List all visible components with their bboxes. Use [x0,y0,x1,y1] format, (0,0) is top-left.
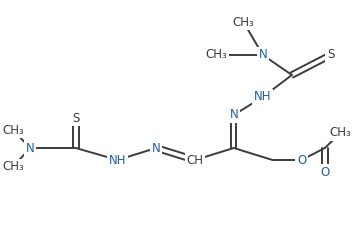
Text: CH₃: CH₃ [233,15,254,28]
Text: S: S [72,112,80,125]
Text: CH₃: CH₃ [206,49,227,61]
Text: S: S [327,49,334,61]
Text: CH₃: CH₃ [329,127,351,140]
Text: N: N [230,109,238,122]
Text: CH₃: CH₃ [2,124,24,137]
Text: N: N [26,142,34,155]
Text: N: N [258,49,267,61]
Text: O: O [297,154,306,167]
Text: NH: NH [109,154,126,167]
Text: O: O [320,165,329,179]
Text: CH₃: CH₃ [2,161,24,173]
Text: CH: CH [187,154,203,167]
Text: NH: NH [254,91,272,103]
Text: N: N [152,142,161,155]
